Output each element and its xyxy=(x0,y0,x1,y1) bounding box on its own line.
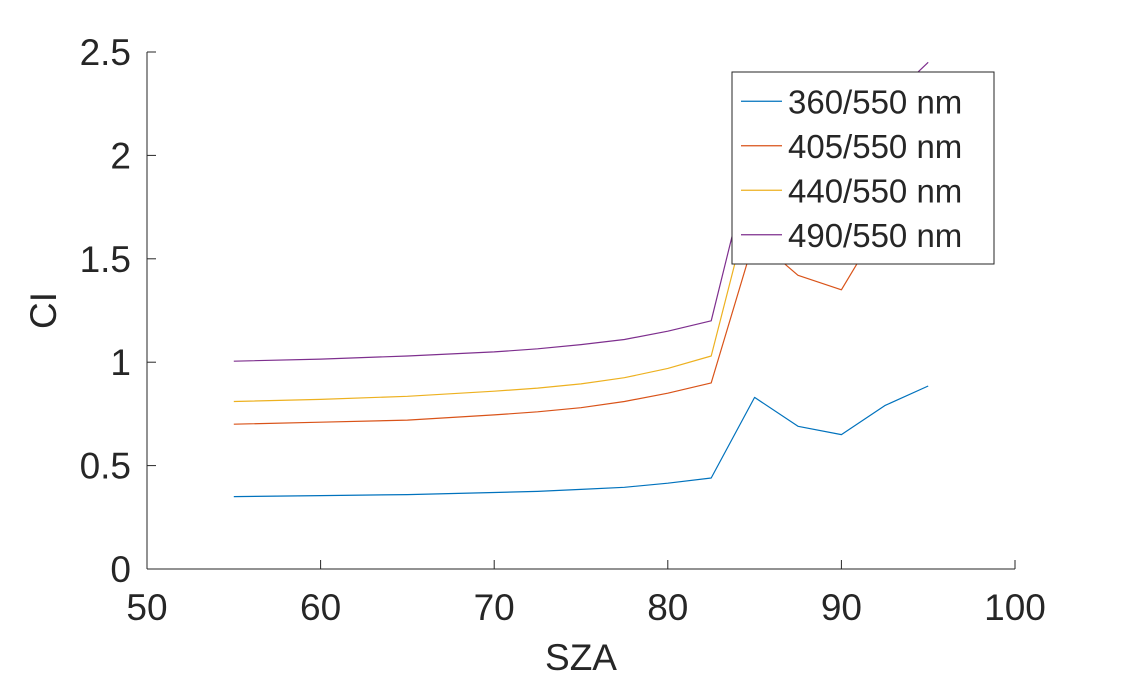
y-tick-label: 2.5 xyxy=(80,32,131,73)
y-tick-label: 1.5 xyxy=(80,239,131,280)
y-tick-label: 2 xyxy=(110,135,131,176)
legend-label: 405/550 nm xyxy=(788,128,962,165)
y-tick-label: 0.5 xyxy=(80,446,131,487)
series-line-1 xyxy=(233,385,929,498)
series-line-2 xyxy=(233,185,929,425)
x-tick-label: 100 xyxy=(984,587,1046,628)
legend-box xyxy=(731,71,995,265)
legend-label: 440/550 nm xyxy=(788,172,962,209)
y-axis-label: CI xyxy=(23,292,64,329)
legend-label: 360/550 nm xyxy=(788,83,962,120)
axes: 50 60 70 80 90 100 0 0.5 1 1.5 2 2.5 SZA CI xyxy=(23,32,1046,678)
x-tick-label: 80 xyxy=(647,587,688,628)
x-axis-label: SZA xyxy=(545,637,617,678)
legend-label: 490/550 nm xyxy=(788,217,962,254)
y-tick-label: 1 xyxy=(110,342,131,383)
legend: 360/550 nm 405/550 nm 440/550 nm 490/550 nm xyxy=(731,71,995,265)
x-tick-label: 50 xyxy=(126,587,167,628)
x-tick-label: 70 xyxy=(474,587,515,628)
x-tick-label: 60 xyxy=(300,587,341,628)
y-tick-label: 0 xyxy=(110,549,131,590)
x-tick-label: 90 xyxy=(821,587,862,628)
